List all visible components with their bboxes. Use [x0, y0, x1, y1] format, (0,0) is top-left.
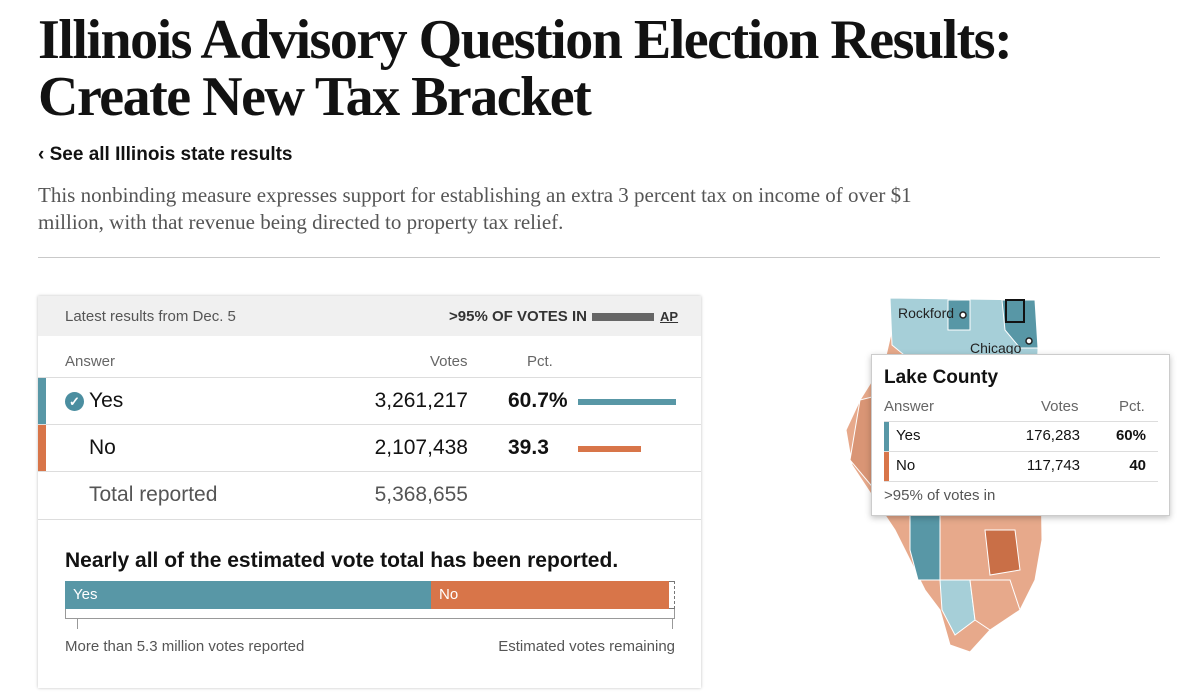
bar-bracket: [65, 609, 675, 619]
percent-bar-yes: [578, 399, 676, 405]
tooltip-no-stripe: [884, 452, 889, 481]
ap-source-link[interactable]: AP: [660, 309, 679, 324]
votes-column-header: Votes: [430, 353, 468, 370]
results-table-card: Latest results from Dec. 5 >95% OF VOTES…: [38, 296, 701, 688]
votes-remaining-note: Estimated votes remaining: [498, 638, 675, 655]
vote-count: 2,107,438: [374, 436, 468, 459]
latest-results-label: Latest results from Dec. 5: [65, 308, 236, 325]
no-segment: No: [431, 581, 669, 609]
rockford-marker-icon: [959, 311, 967, 319]
tooltip-vote-percent: 60%: [1115, 427, 1146, 444]
tooltip-row-no: No 117,743 40: [884, 451, 1158, 482]
reporting-headline: Nearly all of the estimated vote total h…: [65, 549, 619, 572]
tooltip-row-yes: Yes 176,283 60%: [884, 421, 1158, 451]
tooltip-vote-count: 176,283: [1025, 427, 1080, 444]
winner-check-icon: ✓: [65, 392, 84, 411]
percent-bar-no: [578, 446, 642, 452]
tooltip-votes-header: Votes: [1041, 398, 1079, 415]
answer-column-header: Answer: [65, 353, 116, 370]
remaining-segment: [669, 581, 675, 609]
tooltip-vote-count: 117,743: [1026, 457, 1080, 474]
vote-count: 3,261,217: [374, 389, 468, 412]
total-row: Total reported 5,368,655: [38, 471, 701, 520]
reporting-status: >95% OF VOTES IN: [449, 308, 587, 325]
estimated-vote-bar: Yes No: [65, 581, 675, 609]
result-row-yes: ✓ Yes 3,261,217 60.7%: [38, 377, 701, 425]
no-color-stripe: [38, 425, 46, 472]
answer-label: Yes: [89, 389, 124, 412]
results-header: Latest results from Dec. 5 >95% OF VOTES…: [38, 296, 701, 336]
result-row-no: No 2,107,438 39.3: [38, 424, 701, 472]
tooltip-answer-header: Answer: [884, 398, 935, 415]
votes-reported-note: More than 5.3 million votes reported: [65, 638, 305, 655]
page-title: Illinois Advisory Question Election Resu…: [38, 9, 1013, 128]
back-to-state-results-link[interactable]: ‹ See all Illinois state results: [38, 144, 293, 165]
vote-percent: 60.7%: [508, 389, 568, 412]
total-votes: 5,368,655: [374, 483, 468, 506]
tooltip-answer-label: Yes: [896, 427, 921, 444]
divider: [38, 257, 1160, 258]
tooltip-yes-stripe: [884, 422, 889, 451]
yes-color-stripe: [38, 378, 46, 425]
measure-summary: This nonbinding measure expresses suppor…: [38, 183, 912, 234]
tooltip-answer-label: No: [896, 457, 916, 474]
yes-segment: Yes: [65, 581, 431, 609]
tooltip-county-name: Lake County: [884, 367, 999, 388]
yes-segment-label: Yes: [73, 586, 98, 603]
map-label-rockford: Rockford: [898, 305, 955, 321]
tooltip-pct-header: Pct.: [1119, 398, 1145, 415]
chicago-marker-icon: [1025, 337, 1033, 345]
bracket-tick-right: [672, 619, 673, 629]
map-label-chicago: Chicago: [970, 340, 1022, 356]
county-tooltip: Lake County Answer Votes Pct. Yes 176,28…: [871, 354, 1170, 516]
pct-column-header: Pct.: [527, 353, 553, 370]
tooltip-reporting-note: >95% of votes in: [884, 487, 996, 504]
no-segment-label: No: [439, 586, 459, 603]
reporting-bar: [592, 313, 654, 321]
vote-percent: 39.3: [508, 436, 549, 459]
tooltip-vote-percent: 40: [1129, 457, 1146, 474]
answer-label: No: [89, 436, 116, 459]
total-label: Total reported: [89, 483, 218, 506]
bracket-tick-left: [77, 619, 78, 629]
